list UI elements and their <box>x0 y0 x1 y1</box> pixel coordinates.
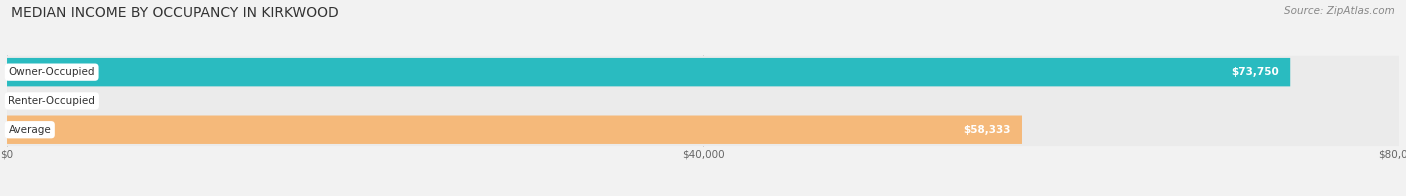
FancyBboxPatch shape <box>7 115 1022 144</box>
Text: Source: ZipAtlas.com: Source: ZipAtlas.com <box>1284 6 1395 16</box>
FancyBboxPatch shape <box>7 58 1291 86</box>
FancyBboxPatch shape <box>7 56 1399 89</box>
Text: Average: Average <box>8 125 51 135</box>
Text: Owner-Occupied: Owner-Occupied <box>8 67 96 77</box>
FancyBboxPatch shape <box>7 85 1399 117</box>
Text: $0: $0 <box>24 96 38 106</box>
Text: $58,333: $58,333 <box>963 125 1011 135</box>
Text: Renter-Occupied: Renter-Occupied <box>8 96 96 106</box>
FancyBboxPatch shape <box>7 113 1399 146</box>
Text: MEDIAN INCOME BY OCCUPANCY IN KIRKWOOD: MEDIAN INCOME BY OCCUPANCY IN KIRKWOOD <box>11 6 339 20</box>
Text: $73,750: $73,750 <box>1232 67 1279 77</box>
